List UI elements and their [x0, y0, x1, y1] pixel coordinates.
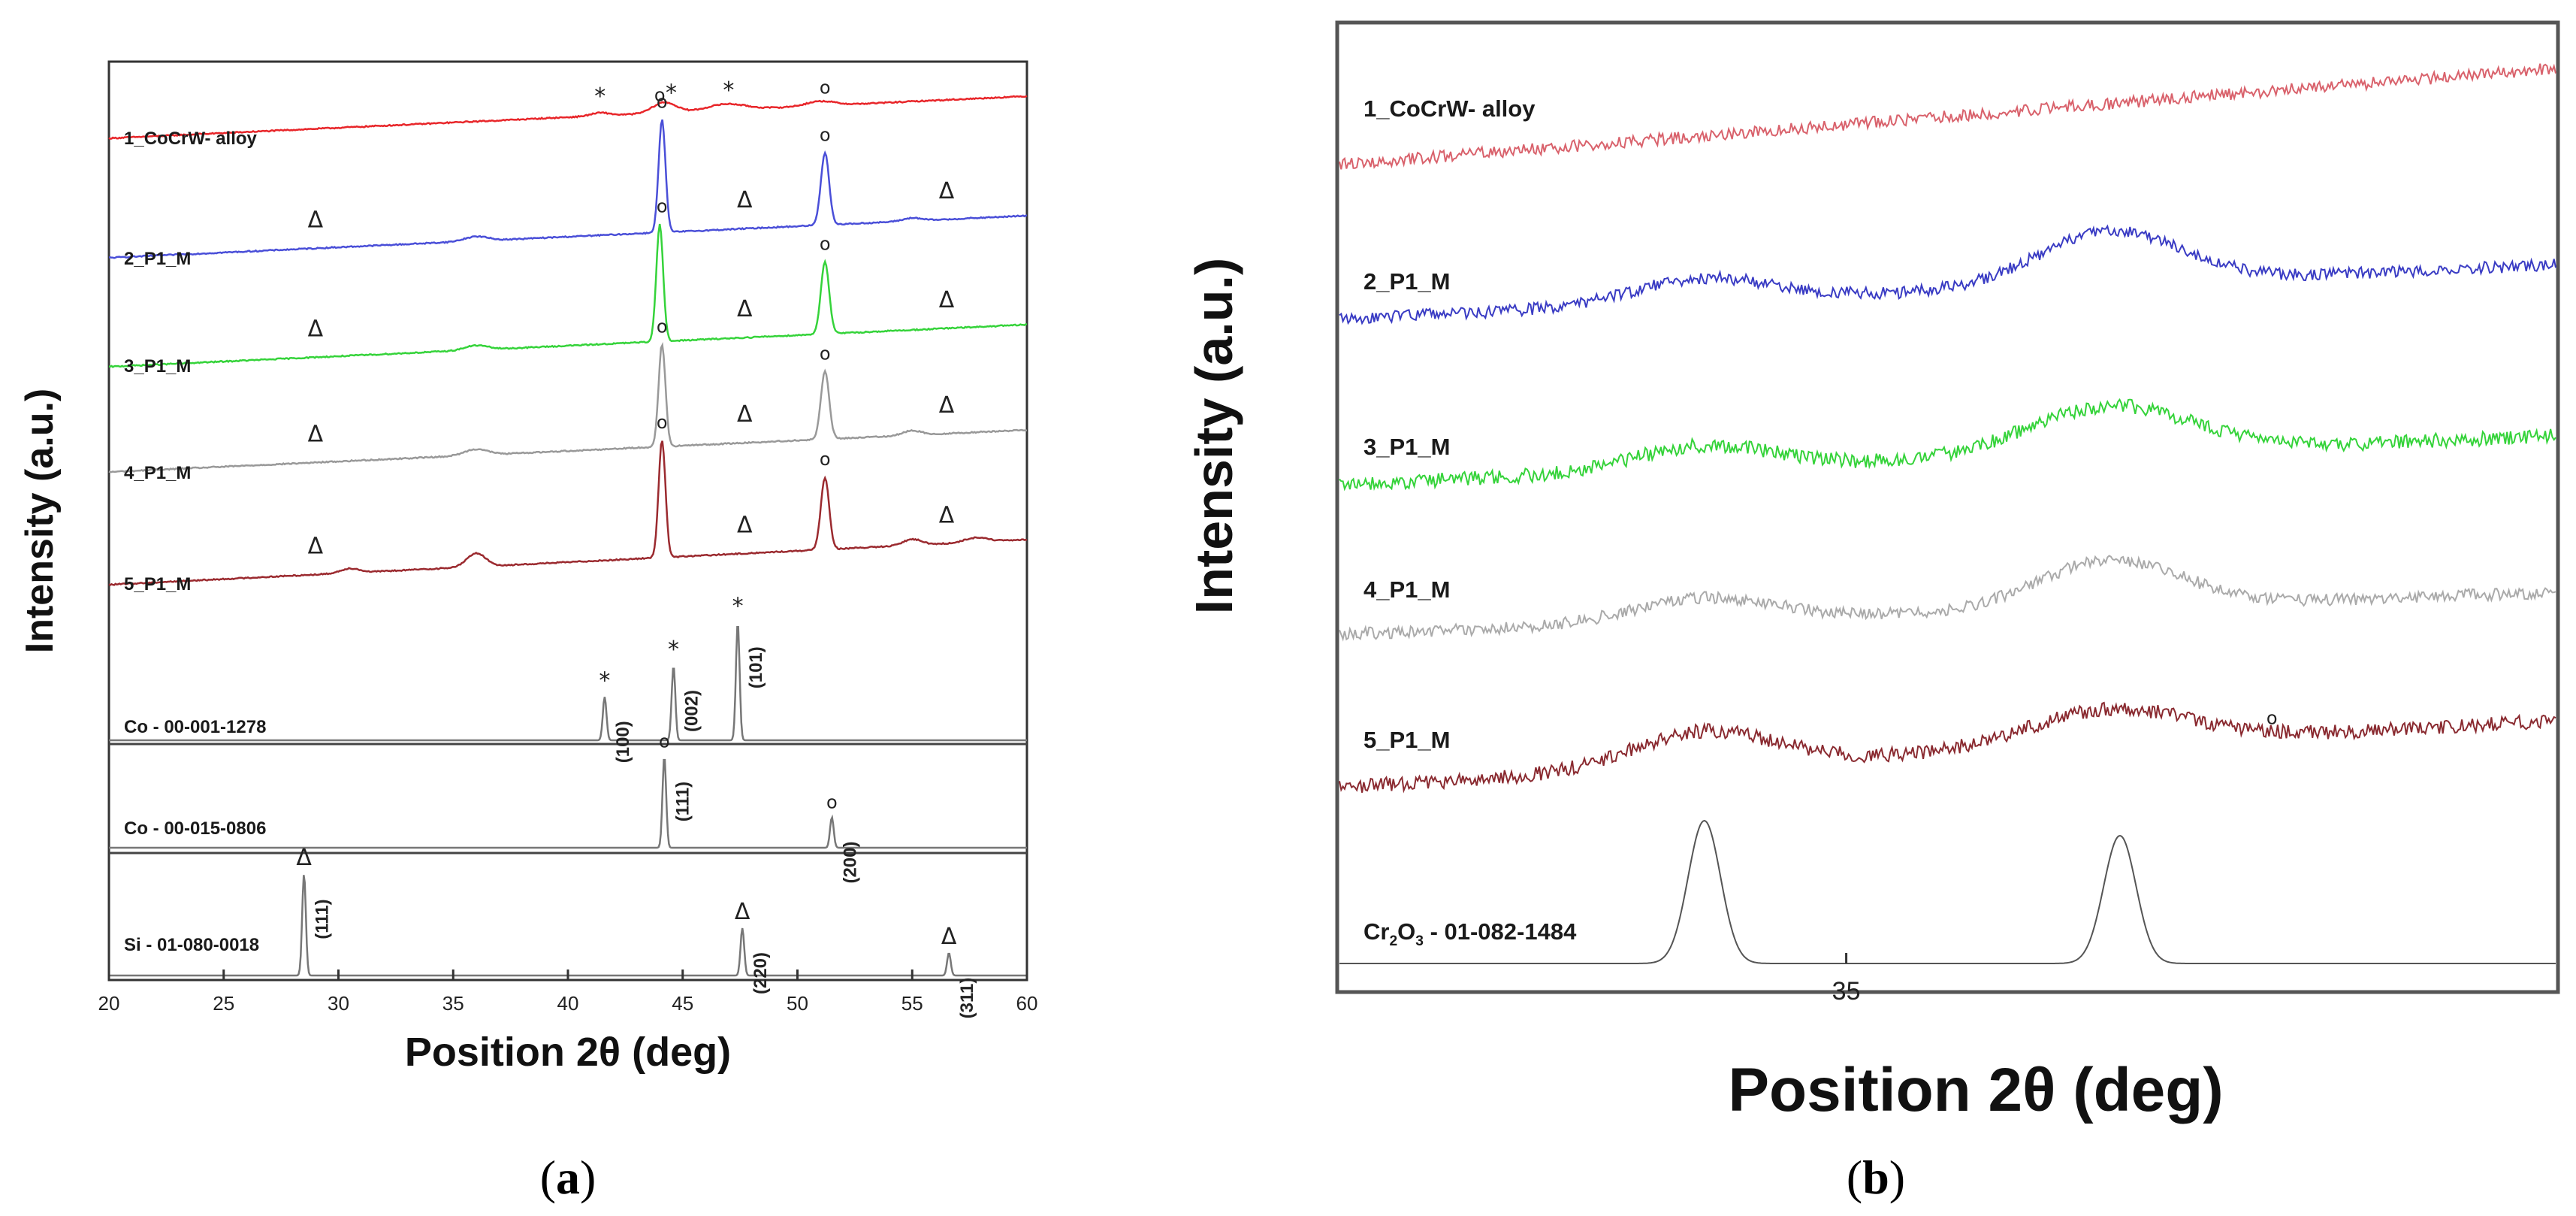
reference-peak-marker: Δ: [735, 899, 750, 925]
panel-b-references: Cr2O3 - 01-082-1484: [1339, 819, 2556, 964]
series-line: [1339, 555, 2556, 642]
peak-marker: Δ: [308, 421, 324, 447]
hkl-label: (200): [840, 841, 860, 883]
series-label: 2_P1_M: [124, 249, 191, 269]
peak-marker: o: [820, 233, 831, 254]
hkl-label: (311): [957, 978, 977, 1019]
x-tick-label: 60: [1016, 992, 1038, 1015]
panel-a-caption: (a): [540, 1151, 596, 1204]
series-label: 4_P1_M: [124, 463, 191, 483]
series-label: 3_P1_M: [1363, 434, 1450, 460]
reference-peak-marker: *: [668, 637, 679, 663]
reference-label: Co - 00-001-1278: [124, 717, 266, 737]
reference-peak-marker: o: [659, 731, 670, 752]
x-tick-label: 45: [672, 992, 693, 1015]
series-label: 1_CoCrW- alloy: [124, 129, 258, 149]
x-tick-label: 30: [328, 992, 349, 1015]
x-tick-label: 25: [213, 992, 234, 1015]
series-line: [108, 95, 1028, 141]
reference-peak-marker: *: [599, 667, 610, 694]
reference-peak-marker: o: [826, 792, 838, 813]
panel-a-references: Co - 00-001-1278 * (100) * (002) * (101) Co - 0…: [109, 593, 1027, 1018]
hkl-label: (100): [613, 721, 633, 763]
hkl-label: (220): [750, 952, 771, 994]
x-tick-label: 35: [442, 992, 464, 1015]
series-line: [108, 119, 1028, 259]
peak-marker: o: [657, 316, 668, 337]
panel-b-x-ticks: 35: [1832, 953, 1861, 1006]
reference-pattern: [109, 875, 1027, 977]
reference-label: Co - 00-015-0806: [124, 818, 266, 839]
series-line: [1339, 63, 2556, 170]
panel-a-x-axis-title: Position 2θ (deg): [405, 1030, 731, 1075]
series-label: 2_P1_M: [1363, 268, 1450, 295]
peak-marker: o: [820, 449, 831, 470]
panel-a-frame: [107, 60, 1028, 982]
series-label: 4_P1_M: [1363, 576, 1450, 603]
peak-marker: Δ: [939, 287, 955, 313]
reference-peak-marker: Δ: [296, 845, 312, 871]
peak-marker: *: [594, 83, 605, 110]
series-label: 3_P1_M: [124, 356, 191, 377]
peak-marker: o: [2266, 708, 2278, 729]
peak-marker: Δ: [308, 207, 324, 233]
hkl-label: (002): [682, 690, 702, 732]
reference-pattern: [1339, 819, 2556, 964]
peak-marker: o: [657, 195, 668, 216]
peak-marker: o: [820, 124, 831, 145]
series-line: [1339, 224, 2556, 325]
series-label: 5_P1_M: [1363, 727, 1450, 753]
panel-b-frame: [1335, 20, 2560, 994]
peak-marker: Δ: [737, 401, 753, 428]
peak-marker: o: [820, 343, 831, 364]
peak-marker: Δ: [737, 296, 753, 322]
reference-peak-marker: Δ: [941, 924, 957, 950]
series-label: 1_CoCrW- alloy: [1363, 95, 1536, 122]
peak-marker: o: [654, 84, 666, 105]
reference-pattern: [109, 758, 1027, 849]
series-line: [108, 223, 1028, 368]
peak-marker: *: [666, 80, 677, 107]
peak-marker: Δ: [308, 534, 324, 560]
reference-label: Cr2O3 - 01-082-1484: [1363, 918, 1577, 949]
panel-a-series: 1_CoCrW- alloy* o * * o2_P1_MΔoΔoΔ3_P1_MΔoΔo…: [108, 77, 1028, 594]
reference-label: Si - 01-080-0018: [124, 935, 259, 955]
peak-marker: Δ: [939, 392, 955, 419]
panel-b-caption-letter: b: [1862, 1151, 1889, 1204]
series-line: [1339, 701, 2556, 794]
x-tick-label: 35: [1832, 977, 1861, 1006]
panel-b-x-axis-title: Position 2θ (deg): [1728, 1056, 2223, 1124]
panel-a-caption-letter: a: [556, 1151, 580, 1204]
panel-b-series: 1_CoCrW- alloy 2_P1_M 3_P1_M 4_P1_M 5_P1_M o: [1339, 63, 2556, 794]
hkl-label: (101): [746, 646, 766, 688]
panel-b-caption: (b): [1847, 1151, 1905, 1204]
peak-marker: o: [657, 91, 668, 112]
hkl-label: (111): [672, 782, 693, 821]
peak-marker: Δ: [939, 502, 955, 528]
x-tick-label: 55: [901, 992, 923, 1015]
peak-marker: o: [657, 412, 668, 433]
series-label: 5_P1_M: [124, 574, 191, 594]
peak-marker: Δ: [939, 178, 955, 204]
panel-a: 1_CoCrW- alloy* o * * o2_P1_MΔoΔoΔ3_P1_MΔoΔo…: [18, 60, 1038, 1204]
x-tick-label: 50: [787, 992, 808, 1015]
panel-a-x-ticks: 20 25 30 35 40 45 50 55 60: [98, 969, 1038, 1015]
reference-pattern: [109, 625, 1027, 742]
peak-marker: Δ: [737, 512, 753, 538]
peak-marker: *: [723, 77, 734, 104]
series-line: [1339, 398, 2556, 492]
series-line: [108, 440, 1028, 586]
panel-b: 1_CoCrW- alloy2_P1_M3_P1_M4_P1_M5_P1_Mo …: [1185, 20, 2560, 1204]
hkl-label: (111): [313, 899, 333, 939]
panel-a-y-axis-title: Intensity (a.u.): [18, 389, 62, 653]
panel-b-y-axis-title: Intensity (a.u.): [1185, 258, 1243, 614]
reference-peak-marker: *: [732, 593, 744, 619]
peak-marker: Δ: [308, 316, 324, 342]
peak-marker: Δ: [737, 187, 753, 213]
series-line: [108, 341, 1027, 473]
peak-marker: o: [820, 77, 831, 98]
x-tick-label: 40: [557, 992, 579, 1015]
x-tick-label: 20: [98, 992, 120, 1015]
